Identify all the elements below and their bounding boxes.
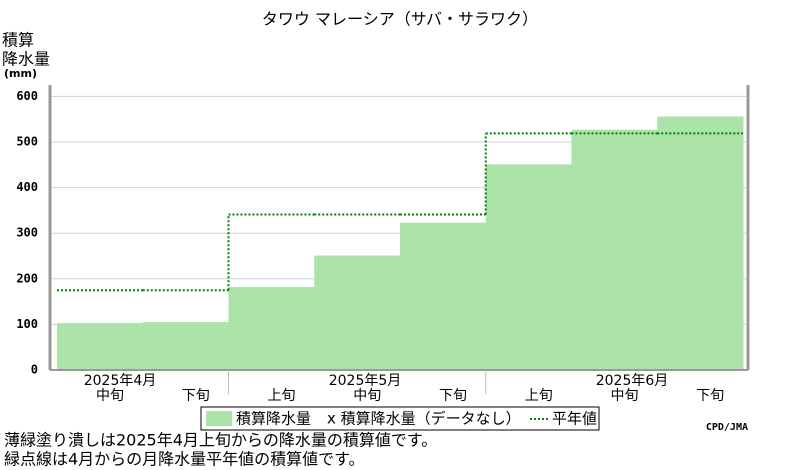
month-label: 2025年5月 [329, 373, 402, 389]
month-label: 2025年4月 [84, 373, 157, 389]
legend-label: x 積算降水量（データなし） [327, 410, 521, 428]
area-bar [314, 255, 401, 370]
legend-label: 積算降水量 [236, 410, 311, 428]
area-bar [400, 222, 487, 370]
x-tick-label: 上旬 [268, 388, 296, 404]
y-axis-label: (mm) [4, 67, 37, 80]
y-tick-label: 400 [16, 180, 38, 194]
area-bar [571, 129, 658, 370]
x-tick-label: 中旬 [611, 388, 639, 404]
y-tick-label: 100 [16, 317, 38, 331]
chart-title: タワウ マレーシア（サバ・サラワク） [262, 10, 538, 29]
x-tick-label: 中旬 [96, 388, 124, 404]
month-label: 2025年6月 [596, 373, 669, 389]
x-tick-label: 中旬 [353, 388, 381, 404]
legend-label: 平年値 [552, 410, 597, 428]
y-axis-label: 降水量 [2, 50, 50, 69]
y-tick-label: 0 [31, 363, 38, 377]
area-bar [142, 322, 229, 370]
area-bar [57, 323, 144, 370]
y-tick-label: 300 [16, 226, 38, 240]
legend-swatch [206, 411, 232, 426]
x-tick-label: 上旬 [525, 388, 553, 404]
x-tick-label: 下旬 [439, 388, 467, 404]
note: 薄緑塗り潰しは2025年4月上旬からの降水量の積算値です。 [4, 431, 437, 450]
x-tick-label: 下旬 [182, 388, 210, 404]
y-tick-label: 200 [16, 271, 38, 285]
legend-box [200, 406, 600, 431]
x-tick-label: 下旬 [696, 388, 724, 404]
area-bar [485, 164, 572, 370]
area-bar [657, 116, 744, 371]
y-axis-label: 積算 [2, 31, 34, 50]
area-bar [228, 287, 315, 370]
y-tick-label: 500 [16, 135, 38, 149]
note: 緑点線は4月からの月降水量平年値の積算値です。 [4, 450, 365, 469]
credit: CPD/JMA [706, 422, 748, 433]
y-tick-label: 600 [16, 89, 38, 103]
